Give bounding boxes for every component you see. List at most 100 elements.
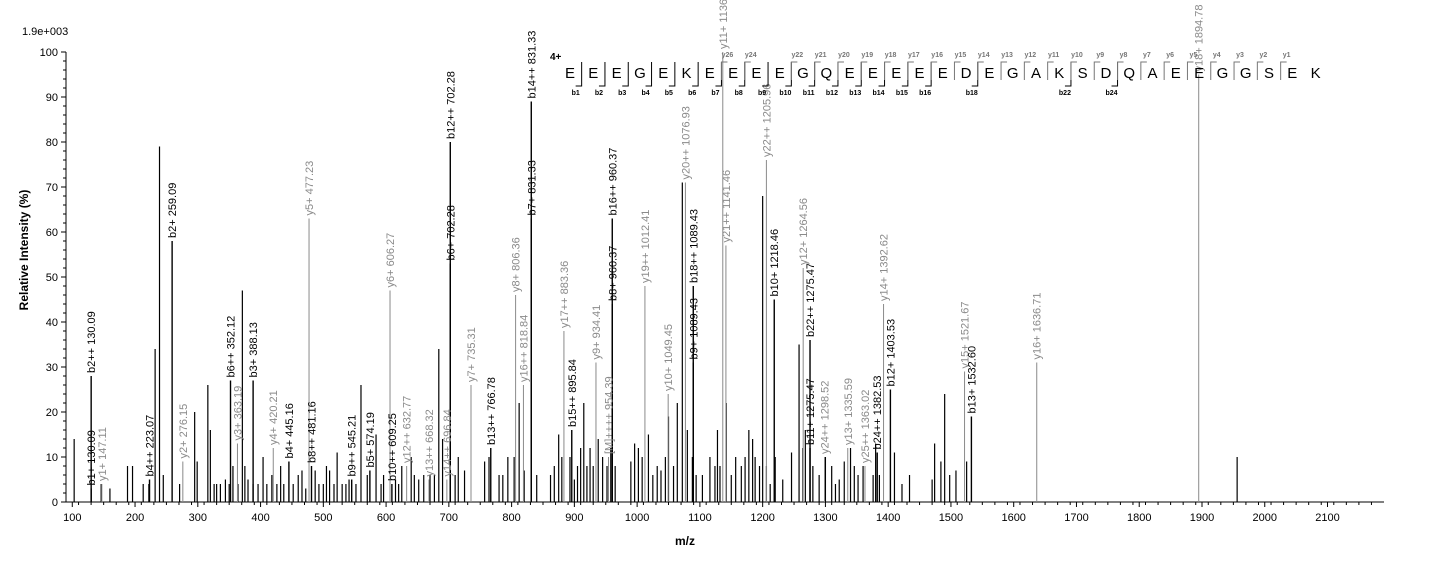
sequence-residue: K bbox=[1054, 65, 1064, 82]
sequence-coverage: 4+E E E G E K E E E E G Q E E E E E D E G A K S D Q A E E G G S E Kb1 b2 b… bbox=[550, 52, 1321, 97]
peak-label: b6+ 702.28 bbox=[445, 205, 457, 260]
b-ion-bracket bbox=[808, 62, 816, 87]
sequence-residue: G bbox=[1217, 65, 1229, 82]
y-tick-label: 70 bbox=[46, 182, 58, 194]
peak-label: b8++ 481.16 bbox=[306, 401, 318, 463]
peak-label: y13+ 1335.59 bbox=[843, 378, 855, 445]
sequence-residue: E bbox=[1287, 65, 1297, 82]
sequence-residue: E bbox=[588, 65, 598, 82]
b-ion-label: b16 bbox=[919, 90, 931, 97]
peak-label: y16+ 1636.71 bbox=[1032, 293, 1044, 360]
y-ion-label: y15 bbox=[955, 52, 967, 59]
peak-label: b10+ 1218.46 bbox=[769, 229, 781, 297]
y-ion-label: y26 bbox=[722, 52, 734, 59]
y-ion-label: y19 bbox=[861, 52, 873, 59]
peak-label: b2++ 130.09 bbox=[86, 311, 98, 373]
y-ion-bracket bbox=[1140, 61, 1147, 80]
sequence-residue: E bbox=[751, 65, 761, 82]
peak-label: y8+ 806.36 bbox=[511, 237, 523, 292]
b-ion-label: b12 bbox=[826, 90, 838, 97]
sequence-residue: K bbox=[681, 65, 691, 82]
b-ion-label: b3 bbox=[618, 90, 626, 97]
peak-label: [M]++++ 954.39 bbox=[604, 376, 616, 454]
y-tick-label: 90 bbox=[46, 92, 58, 104]
sequence-residue: E bbox=[728, 65, 738, 82]
peak-label: b9+ 1089.43 bbox=[688, 298, 700, 359]
y-ion-label: y20 bbox=[838, 52, 850, 59]
y-ion-bracket bbox=[790, 61, 798, 80]
x-tick-label: 1500 bbox=[939, 512, 963, 524]
x-tick-label: 1200 bbox=[750, 512, 774, 524]
sequence-residue: Q bbox=[820, 65, 832, 82]
max-intensity-label: 1.9e+003 bbox=[22, 26, 68, 38]
peak-label: b2+ 259.09 bbox=[167, 183, 179, 238]
b-ion-label: b22 bbox=[1059, 90, 1071, 97]
charge-state-label: 4+ bbox=[550, 52, 562, 63]
b-ion-bracket bbox=[622, 62, 629, 87]
x-tick-label: 200 bbox=[126, 512, 144, 524]
b-ion-label: b14 bbox=[873, 90, 885, 97]
y-ion-label: y14 bbox=[978, 52, 990, 59]
peak-label: y16++ 818.84 bbox=[518, 315, 530, 382]
y-tick-label: 0 bbox=[52, 497, 58, 509]
peak-label: b8+ 960.37 bbox=[607, 246, 619, 301]
sequence-residue: E bbox=[891, 65, 901, 82]
y-ion-bracket bbox=[977, 61, 984, 80]
peak-label: b4+ 445.16 bbox=[284, 403, 296, 458]
peak-label: b16++ 960.37 bbox=[607, 148, 619, 216]
peak-label: b9++ 545.21 bbox=[347, 415, 359, 477]
y-ion-label: y1 bbox=[1283, 52, 1291, 59]
peak-label: y7+ 735.31 bbox=[466, 327, 478, 382]
x-tick-label: 400 bbox=[251, 512, 269, 524]
sequence-residue: E bbox=[984, 65, 994, 82]
y-ion-bracket bbox=[1000, 61, 1008, 80]
y-ion-bracket bbox=[1280, 61, 1287, 80]
y-ion-label: y2 bbox=[1259, 52, 1267, 59]
b-ion-bracket bbox=[738, 62, 746, 87]
b-ion-bracket bbox=[1111, 62, 1119, 87]
peak-label: b3+ 388.13 bbox=[248, 322, 260, 377]
y-ion-bracket bbox=[1093, 61, 1101, 80]
y-ion-bracket bbox=[744, 61, 751, 80]
x-tick-label: 1100 bbox=[688, 512, 712, 524]
peaks-layer bbox=[73, 52, 1238, 502]
x-tick-label: 700 bbox=[440, 512, 458, 524]
b-ion-label: b5 bbox=[665, 90, 673, 97]
y-ion-bracket bbox=[720, 61, 728, 80]
y-ion-label: y5 bbox=[1190, 52, 1198, 59]
y-ion-label: y12 bbox=[1025, 52, 1037, 59]
peak-label: b10++ 609.25 bbox=[387, 413, 399, 481]
peak-label: b1+ 130.09 bbox=[86, 430, 98, 485]
peak-label: b14++ 831.33 bbox=[526, 31, 538, 99]
y-ion-bracket bbox=[860, 61, 868, 80]
peak-label: y14+ 1392.62 bbox=[879, 234, 891, 301]
peak-label: b5+ 574.19 bbox=[365, 412, 377, 467]
peak-label: b12+ 1403.53 bbox=[885, 319, 897, 387]
y-ion-label: y10 bbox=[1071, 52, 1083, 59]
y-ion-bracket bbox=[1070, 61, 1077, 80]
x-tick-label: 1000 bbox=[625, 512, 649, 524]
y-ion-label: y16 bbox=[931, 52, 943, 59]
b-ion-bracket bbox=[971, 62, 979, 87]
x-tick-label: 600 bbox=[377, 512, 395, 524]
b-ion-label: b13 bbox=[849, 90, 861, 97]
peak-label: y15+ 1521.67 bbox=[960, 302, 972, 369]
y-ion-label: y3 bbox=[1236, 52, 1244, 59]
y-ion-label: y18 bbox=[885, 52, 897, 59]
sequence-residue: A bbox=[1147, 65, 1157, 82]
b-ion-bracket bbox=[855, 62, 862, 87]
sequence-residue: E bbox=[565, 65, 575, 82]
peak-label: y4+ 420.21 bbox=[268, 390, 280, 445]
peak-label: y1+ 147.11 bbox=[97, 427, 109, 481]
peak-label: y12+ 1264.56 bbox=[798, 198, 810, 265]
y-ion-bracket bbox=[814, 61, 821, 80]
x-tick-label: 100 bbox=[63, 512, 81, 524]
x-tick-label: 1900 bbox=[1190, 512, 1214, 524]
y-ion-bracket bbox=[884, 61, 891, 80]
b-ion-bracket bbox=[785, 62, 792, 87]
x-tick-label: 1800 bbox=[1127, 512, 1151, 524]
peak-label: b18++ 1089.43 bbox=[688, 209, 700, 283]
x-axis-label: m/z bbox=[675, 534, 695, 548]
peak-label: b13+ 1532.60 bbox=[966, 346, 978, 414]
b-ion-bracket bbox=[692, 62, 699, 87]
